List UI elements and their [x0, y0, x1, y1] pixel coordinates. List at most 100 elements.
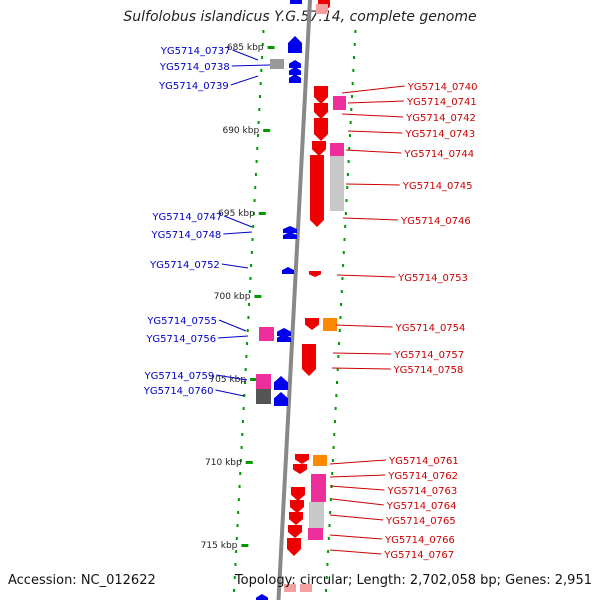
minus-gene-arrow	[291, 487, 305, 501]
label-leader	[329, 549, 382, 555]
gene-label-minus: YG5714_0753	[397, 273, 468, 284]
minus-gene-arrow	[309, 271, 321, 277]
rna-feature	[308, 528, 323, 540]
track-dot	[258, 108, 261, 111]
label-leader	[332, 352, 392, 355]
track-dot	[346, 173, 349, 176]
track-dot	[353, 56, 356, 59]
plus-gene-arrow	[277, 328, 291, 336]
track-dot	[261, 43, 264, 46]
gene-label-minus: YG5714_0742	[405, 113, 476, 124]
backbone-line	[276, 0, 313, 600]
track-dot	[327, 537, 330, 540]
track-dot	[255, 160, 258, 163]
track-dot	[254, 173, 257, 176]
gene-label-minus: YG5714_0761	[388, 456, 459, 467]
track-dot	[240, 446, 243, 449]
label-leader	[336, 274, 396, 278]
gene-label-minus: YG5714_0745	[402, 181, 473, 192]
track-dot	[241, 433, 244, 436]
track-dot	[237, 511, 240, 514]
label-leader	[231, 64, 271, 67]
track-dot	[249, 277, 252, 280]
track-dot	[252, 225, 255, 228]
scale-label: 705 kbp	[209, 375, 246, 385]
track-dot	[261, 56, 264, 59]
gene-features	[256, 0, 346, 600]
track-dot	[253, 199, 256, 202]
track-dot	[235, 537, 238, 540]
track-dot	[333, 420, 336, 423]
minus-gene-arrow	[314, 103, 328, 119]
track-dot	[233, 576, 236, 579]
gene-label-plus: YG5714_0759	[143, 371, 214, 382]
scale-label: 700 kbp	[214, 292, 251, 302]
gene-label-minus: YG5714_0765	[385, 516, 456, 527]
track-dot	[241, 420, 244, 423]
gray-feature	[270, 59, 284, 69]
gene-label-plus: YG5714_0738	[159, 62, 230, 73]
track-dot	[327, 550, 330, 553]
gene-label-minus: YG5714_0766	[384, 535, 455, 546]
label-leader	[347, 100, 404, 104]
track-dot	[256, 134, 259, 137]
track-dot	[243, 394, 246, 397]
track-dot	[334, 407, 337, 410]
gene-label-minus: YG5714_0741	[406, 97, 477, 108]
track-dot	[346, 186, 349, 189]
gray-feature	[330, 156, 344, 211]
track-dot	[242, 407, 245, 410]
label-leader	[341, 113, 404, 118]
label-leader	[224, 215, 253, 228]
map-title: Sulfolobus islandicus Y.G.57.14, complet…	[123, 9, 477, 25]
track-dot	[325, 576, 328, 579]
track-dot	[248, 290, 251, 293]
rna-feature	[333, 96, 346, 110]
minus-gene-arrow	[290, 500, 304, 513]
track-dot	[238, 485, 241, 488]
track-dot	[348, 134, 351, 137]
scale-label: 710 kbp	[205, 458, 242, 468]
label-leader	[329, 514, 384, 521]
track-dot	[333, 433, 336, 436]
track-dot	[239, 459, 242, 462]
track-dot	[234, 563, 237, 566]
plus-gene-arrow	[288, 36, 302, 53]
track-dot	[351, 95, 354, 98]
track-dot	[348, 147, 351, 150]
rna-feature	[259, 327, 274, 341]
track-dot	[342, 264, 345, 267]
gene-label-minus: YG5714_0758	[393, 365, 464, 376]
track-dot	[350, 108, 353, 111]
label-leader	[221, 263, 249, 269]
plus-gene-arrow	[274, 392, 288, 406]
scale-label: 690 kbp	[222, 126, 259, 136]
track-dot	[351, 82, 354, 85]
scale-tick	[254, 295, 262, 298]
track-dot	[257, 121, 260, 124]
scale-tick	[263, 129, 271, 132]
track-dot	[335, 394, 338, 397]
minus-gene-arrow	[312, 141, 326, 156]
minus-gene-arrow	[288, 525, 302, 538]
gene-label-minus: YG5714_0762	[387, 471, 458, 482]
rna-feature	[256, 374, 271, 389]
scale-label: 695 kbp	[218, 209, 255, 219]
track-dot	[252, 212, 255, 215]
track-dot	[233, 589, 236, 592]
label-leader	[329, 459, 387, 465]
label-leader	[345, 183, 400, 186]
accession-text: Accession: NC_012622	[8, 573, 156, 588]
scale-tick	[258, 212, 266, 215]
track-dot	[343, 238, 346, 241]
gene-label-plus: YG5714_0756	[145, 334, 216, 345]
minus-strand-labels: YG5714_0740 YG5714_0741 YG5714_0742 YG5714_…	[329, 82, 477, 561]
light-feature	[284, 584, 296, 592]
rna-feature	[330, 143, 344, 156]
track-dot	[344, 212, 347, 215]
plus-gene-arrow	[277, 334, 291, 342]
gray-feature	[256, 389, 271, 404]
gene-label-minus: YG5714_0744	[403, 149, 474, 160]
plus-gene-arrow	[289, 67, 301, 75]
